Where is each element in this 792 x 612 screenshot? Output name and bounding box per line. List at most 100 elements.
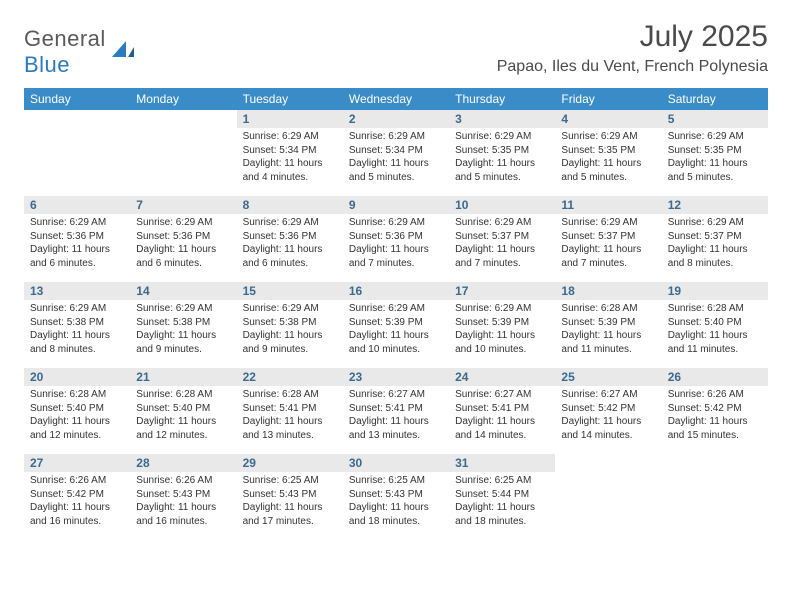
day-details: Sunrise: 6:29 AMSunset: 5:34 PMDaylight:… — [343, 128, 449, 188]
brand-text-2: Blue — [24, 52, 70, 77]
day-number: 25 — [555, 368, 661, 386]
day-number: 28 — [130, 454, 236, 472]
calendar-cell: 6Sunrise: 6:29 AMSunset: 5:36 PMDaylight… — [24, 196, 130, 282]
day-details: Sunrise: 6:29 AMSunset: 5:39 PMDaylight:… — [343, 300, 449, 360]
day-number: 12 — [662, 196, 768, 214]
calendar-cell: 10Sunrise: 6:29 AMSunset: 5:37 PMDayligh… — [449, 196, 555, 282]
day-details: Sunrise: 6:26 AMSunset: 5:43 PMDaylight:… — [130, 472, 236, 532]
header: General Blue July 2025 Papao, Iles du Ve… — [24, 20, 768, 78]
month-title: July 2025 — [497, 20, 768, 54]
day-details: Sunrise: 6:29 AMSunset: 5:37 PMDaylight:… — [555, 214, 661, 274]
day-number: 21 — [130, 368, 236, 386]
location-subtitle: Papao, Iles du Vent, French Polynesia — [497, 58, 768, 76]
day-details: Sunrise: 6:29 AMSunset: 5:36 PMDaylight:… — [343, 214, 449, 274]
day-number: 10 — [449, 196, 555, 214]
weekday-header: Thursday — [449, 88, 555, 110]
day-details: Sunrise: 6:25 AMSunset: 5:44 PMDaylight:… — [449, 472, 555, 532]
calendar-cell: 2Sunrise: 6:29 AMSunset: 5:34 PMDaylight… — [343, 110, 449, 196]
calendar-cell: 31Sunrise: 6:25 AMSunset: 5:44 PMDayligh… — [449, 454, 555, 540]
calendar-table: SundayMondayTuesdayWednesdayThursdayFrid… — [24, 88, 768, 540]
calendar-cell: 21Sunrise: 6:28 AMSunset: 5:40 PMDayligh… — [130, 368, 236, 454]
calendar-cell — [555, 454, 661, 540]
calendar-cell: 7Sunrise: 6:29 AMSunset: 5:36 PMDaylight… — [130, 196, 236, 282]
day-number: 16 — [343, 282, 449, 300]
calendar-cell: 20Sunrise: 6:28 AMSunset: 5:40 PMDayligh… — [24, 368, 130, 454]
day-number: 3 — [449, 110, 555, 128]
calendar-cell: 9Sunrise: 6:29 AMSunset: 5:36 PMDaylight… — [343, 196, 449, 282]
calendar-cell: 29Sunrise: 6:25 AMSunset: 5:43 PMDayligh… — [237, 454, 343, 540]
calendar-cell: 15Sunrise: 6:29 AMSunset: 5:38 PMDayligh… — [237, 282, 343, 368]
day-number: 1 — [237, 110, 343, 128]
day-number: 5 — [662, 110, 768, 128]
day-details: Sunrise: 6:27 AMSunset: 5:42 PMDaylight:… — [555, 386, 661, 446]
calendar-cell: 17Sunrise: 6:29 AMSunset: 5:39 PMDayligh… — [449, 282, 555, 368]
day-details: Sunrise: 6:29 AMSunset: 5:37 PMDaylight:… — [449, 214, 555, 274]
calendar-cell: 26Sunrise: 6:26 AMSunset: 5:42 PMDayligh… — [662, 368, 768, 454]
calendar-cell: 24Sunrise: 6:27 AMSunset: 5:41 PMDayligh… — [449, 368, 555, 454]
day-details: Sunrise: 6:29 AMSunset: 5:36 PMDaylight:… — [24, 214, 130, 274]
day-number: 31 — [449, 454, 555, 472]
calendar-week-row: 13Sunrise: 6:29 AMSunset: 5:38 PMDayligh… — [24, 282, 768, 368]
weekday-header: Friday — [555, 88, 661, 110]
day-details: Sunrise: 6:28 AMSunset: 5:40 PMDaylight:… — [130, 386, 236, 446]
calendar-cell: 22Sunrise: 6:28 AMSunset: 5:41 PMDayligh… — [237, 368, 343, 454]
day-details: Sunrise: 6:29 AMSunset: 5:37 PMDaylight:… — [662, 214, 768, 274]
calendar-cell — [130, 110, 236, 196]
day-details: Sunrise: 6:28 AMSunset: 5:40 PMDaylight:… — [24, 386, 130, 446]
calendar-cell: 5Sunrise: 6:29 AMSunset: 5:35 PMDaylight… — [662, 110, 768, 196]
sail-icon — [110, 39, 136, 66]
day-number: 17 — [449, 282, 555, 300]
day-number: 6 — [24, 196, 130, 214]
day-details: Sunrise: 6:25 AMSunset: 5:43 PMDaylight:… — [237, 472, 343, 532]
day-details: Sunrise: 6:29 AMSunset: 5:38 PMDaylight:… — [24, 300, 130, 360]
calendar-cell: 8Sunrise: 6:29 AMSunset: 5:36 PMDaylight… — [237, 196, 343, 282]
day-details: Sunrise: 6:29 AMSunset: 5:36 PMDaylight:… — [130, 214, 236, 274]
day-number: 15 — [237, 282, 343, 300]
calendar-cell: 11Sunrise: 6:29 AMSunset: 5:37 PMDayligh… — [555, 196, 661, 282]
day-number: 7 — [130, 196, 236, 214]
day-details: Sunrise: 6:28 AMSunset: 5:39 PMDaylight:… — [555, 300, 661, 360]
calendar-cell: 23Sunrise: 6:27 AMSunset: 5:41 PMDayligh… — [343, 368, 449, 454]
weekday-header: Monday — [130, 88, 236, 110]
day-details: Sunrise: 6:26 AMSunset: 5:42 PMDaylight:… — [662, 386, 768, 446]
calendar-head: SundayMondayTuesdayWednesdayThursdayFrid… — [24, 88, 768, 110]
day-number: 19 — [662, 282, 768, 300]
calendar-cell: 4Sunrise: 6:29 AMSunset: 5:35 PMDaylight… — [555, 110, 661, 196]
calendar-cell: 16Sunrise: 6:29 AMSunset: 5:39 PMDayligh… — [343, 282, 449, 368]
day-number: 13 — [24, 282, 130, 300]
day-number: 14 — [130, 282, 236, 300]
day-details: Sunrise: 6:27 AMSunset: 5:41 PMDaylight:… — [449, 386, 555, 446]
day-number: 22 — [237, 368, 343, 386]
day-number: 23 — [343, 368, 449, 386]
day-number: 30 — [343, 454, 449, 472]
day-number: 18 — [555, 282, 661, 300]
calendar-cell — [662, 454, 768, 540]
calendar-week-row: 20Sunrise: 6:28 AMSunset: 5:40 PMDayligh… — [24, 368, 768, 454]
day-details: Sunrise: 6:27 AMSunset: 5:41 PMDaylight:… — [343, 386, 449, 446]
weekday-header: Tuesday — [237, 88, 343, 110]
calendar-week-row: 27Sunrise: 6:26 AMSunset: 5:42 PMDayligh… — [24, 454, 768, 540]
day-details: Sunrise: 6:29 AMSunset: 5:35 PMDaylight:… — [662, 128, 768, 188]
day-number: 20 — [24, 368, 130, 386]
calendar-cell: 27Sunrise: 6:26 AMSunset: 5:42 PMDayligh… — [24, 454, 130, 540]
day-number: 29 — [237, 454, 343, 472]
calendar-week-row: 6Sunrise: 6:29 AMSunset: 5:36 PMDaylight… — [24, 196, 768, 282]
brand-logo: General Blue — [24, 26, 136, 78]
weekday-header: Saturday — [662, 88, 768, 110]
day-number: 4 — [555, 110, 661, 128]
day-details: Sunrise: 6:28 AMSunset: 5:40 PMDaylight:… — [662, 300, 768, 360]
day-number: 8 — [237, 196, 343, 214]
day-number: 26 — [662, 368, 768, 386]
calendar-cell: 1Sunrise: 6:29 AMSunset: 5:34 PMDaylight… — [237, 110, 343, 196]
day-details: Sunrise: 6:29 AMSunset: 5:38 PMDaylight:… — [130, 300, 236, 360]
calendar-cell: 30Sunrise: 6:25 AMSunset: 5:43 PMDayligh… — [343, 454, 449, 540]
day-number: 2 — [343, 110, 449, 128]
calendar-cell: 28Sunrise: 6:26 AMSunset: 5:43 PMDayligh… — [130, 454, 236, 540]
day-details: Sunrise: 6:29 AMSunset: 5:35 PMDaylight:… — [555, 128, 661, 188]
calendar-cell: 18Sunrise: 6:28 AMSunset: 5:39 PMDayligh… — [555, 282, 661, 368]
weekday-header: Sunday — [24, 88, 130, 110]
day-details: Sunrise: 6:29 AMSunset: 5:39 PMDaylight:… — [449, 300, 555, 360]
day-details: Sunrise: 6:26 AMSunset: 5:42 PMDaylight:… — [24, 472, 130, 532]
day-details: Sunrise: 6:29 AMSunset: 5:34 PMDaylight:… — [237, 128, 343, 188]
brand-text-1: General — [24, 26, 106, 51]
